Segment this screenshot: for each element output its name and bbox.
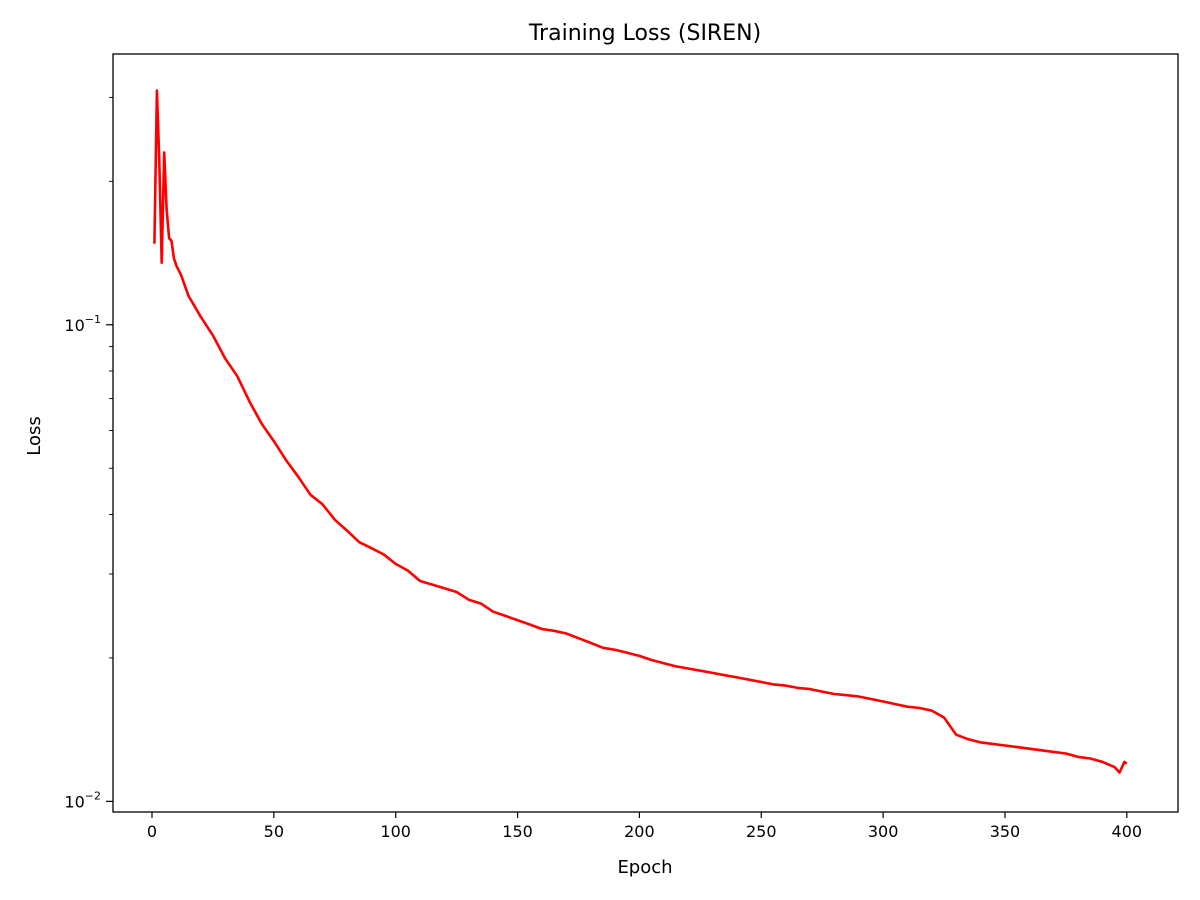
x-tick-label: 400 [1112, 822, 1143, 841]
x-tick-label: 0 [147, 822, 157, 841]
y-axis: 10−1 10−2 [64, 96, 113, 811]
x-tick-label: 250 [746, 822, 777, 841]
y-tick-label: 10−2 [64, 789, 101, 811]
x-tick-label: 50 [264, 822, 284, 841]
plot-area [153, 89, 1128, 774]
plot-frame [112, 53, 1179, 813]
y-tick-label: 10−1 [64, 313, 101, 335]
x-axis-label: Epoch [617, 857, 672, 878]
x-tick-label: 200 [624, 822, 655, 841]
loss-series-line [153, 89, 1128, 774]
x-tick-label: 150 [502, 822, 533, 841]
x-tick-label: 300 [868, 822, 899, 841]
y-axis-label: Loss [24, 416, 45, 455]
chart-title: Training Loss (SIREN) [528, 21, 761, 46]
x-tick-label: 100 [380, 822, 411, 841]
x-tick-label: 350 [990, 822, 1021, 841]
x-axis: 0 50 100 150 200 250 300 350 400 [147, 812, 1142, 841]
